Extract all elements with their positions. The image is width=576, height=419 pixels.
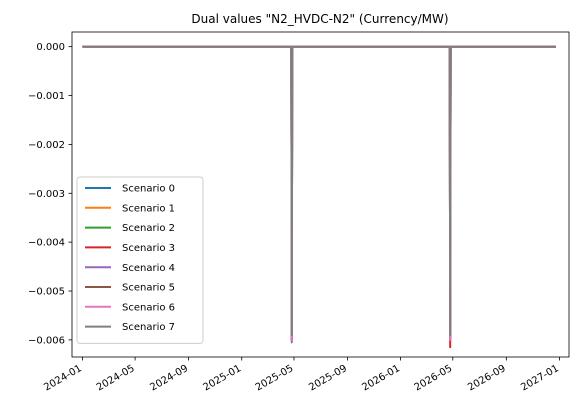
legend-label: Scenario 5: [122, 283, 175, 294]
x-tick-label: 2026-01: [360, 363, 402, 393]
x-tick-label: 2024-09: [148, 363, 190, 393]
x-tick-label: 2026-09: [466, 363, 508, 393]
x-tick-label: 2027-01: [519, 363, 561, 393]
x-tick-label: 2025-01: [202, 363, 244, 393]
legend-label: Scenario 0: [122, 184, 175, 195]
legend-label: Scenario 7: [122, 322, 175, 333]
legend-label: Scenario 3: [122, 243, 175, 254]
series-line-7: [82, 45, 556, 337]
legend-label: Scenario 2: [122, 223, 175, 234]
series-layer: [82, 45, 556, 349]
chart-title: Dual values "N2_HVDC-N2" (Currency/MW): [191, 12, 448, 26]
y-tick-label: −0.003: [28, 189, 65, 200]
y-tick-label: −0.002: [28, 140, 65, 151]
legend-label: Scenario 1: [122, 203, 175, 214]
y-tick-label: −0.004: [28, 238, 65, 249]
y-tick-label: 0.000: [36, 42, 65, 53]
y-tick-label: −0.001: [28, 91, 65, 102]
y-tick-label: −0.005: [28, 287, 65, 298]
legend-box: [76, 176, 204, 344]
x-tick-label: 2025-09: [307, 363, 349, 393]
x-tick-label: 2026-05: [413, 363, 455, 393]
x-tick-label: 2024-01: [42, 363, 84, 393]
x-tick-label: 2025-05: [254, 363, 296, 393]
x-tick-label: 2024-05: [95, 363, 137, 393]
legend-label: Scenario 6: [122, 302, 175, 313]
y-tick-label: −0.006: [28, 335, 65, 346]
plot-frame: [71, 31, 570, 358]
legend: Scenario 0 Scenario 1 Scenario 2 Scenario 3…: [76, 176, 204, 344]
legend-label: Scenario 4: [122, 263, 175, 274]
